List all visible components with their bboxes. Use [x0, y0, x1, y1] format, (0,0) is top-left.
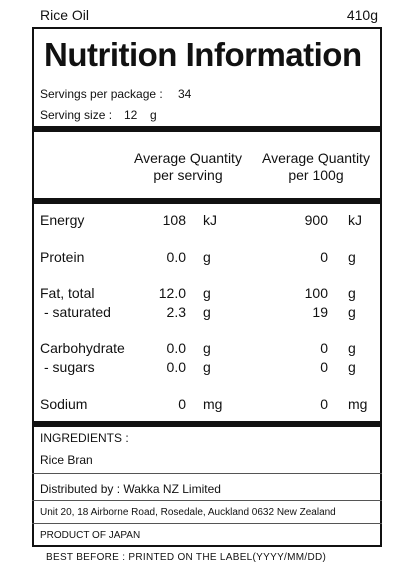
per-100g-unit: g: [348, 285, 356, 301]
column-header-line: per serving: [153, 167, 223, 183]
distributor: Distributed by : Wakka NZ Limited: [40, 482, 221, 496]
per-100g-value: 0: [320, 359, 328, 375]
divider: [32, 126, 382, 132]
serving-size-unit: g: [150, 108, 157, 122]
per-100g-value: 0: [320, 340, 328, 356]
column-header-line: per 100g: [288, 167, 344, 183]
nutrient-name: - sugars: [44, 359, 95, 375]
per-100g-value: 0: [320, 396, 328, 412]
per-100g-unit: g: [348, 340, 356, 356]
per-serving-value: 12.0: [158, 285, 186, 301]
per-serving-value: 108: [162, 212, 186, 228]
per-serving-value: 0: [178, 396, 186, 412]
nutrient-name: Carbohydrate: [40, 340, 125, 356]
column-header: Average Quantity per serving: [118, 150, 258, 184]
per-serving-unit: g: [203, 340, 211, 356]
column-header: Average Quantity per 100g: [246, 150, 386, 184]
per-serving-unit: mg: [203, 396, 223, 412]
product-name: Rice Oil: [40, 7, 90, 23]
per-serving-unit: kJ: [203, 212, 217, 228]
servings-value: 34: [178, 87, 192, 101]
net-weight: 410g: [346, 7, 378, 23]
per-serving-unit: g: [203, 359, 211, 375]
separator: [32, 500, 382, 501]
title: Nutrition Information: [44, 36, 362, 73]
servings-label: Servings per package :: [40, 87, 163, 101]
best-before: BEST BEFORE : PRINTED ON THE LABEL(YYYY/…: [46, 552, 327, 563]
nutrient-name: Energy: [40, 212, 85, 228]
nutrient-name: Protein: [40, 249, 85, 265]
per-serving-value: 0.0: [166, 340, 186, 356]
per-100g-value: 100: [304, 285, 328, 301]
per-100g-unit: g: [348, 359, 356, 375]
ingredients-label: INGREDIENTS :: [40, 431, 129, 445]
column-header-line: Average Quantity: [134, 150, 242, 166]
origin: PRODUCT OF JAPAN: [40, 530, 141, 541]
nutrient-name: - saturated: [44, 304, 111, 320]
label-box: [32, 27, 382, 547]
serving-size-label: Serving size :: [40, 108, 113, 122]
ingredients-text: Rice Bran: [40, 453, 93, 467]
per-serving-value: 0.0: [166, 249, 186, 265]
divider: [32, 421, 382, 427]
separator: [32, 473, 382, 474]
per-100g-value: 0: [320, 249, 328, 265]
per-100g-unit: g: [348, 249, 356, 265]
per-100g-value: 19: [312, 304, 328, 320]
per-100g-unit: mg: [348, 396, 368, 412]
per-serving-unit: g: [203, 249, 211, 265]
per-serving-value: 0.0: [166, 359, 186, 375]
per-serving-unit: g: [203, 304, 211, 320]
nutrient-name: Fat, total: [40, 285, 95, 301]
address: Unit 20, 18 Airborne Road, Rosedale, Auc…: [40, 507, 336, 518]
divider: [32, 198, 382, 204]
per-serving-value: 2.3: [166, 304, 186, 320]
per-100g-value: 900: [304, 212, 328, 228]
separator: [32, 523, 382, 524]
per-100g-unit: g: [348, 304, 356, 320]
per-serving-unit: g: [203, 285, 211, 301]
nutrient-name: Sodium: [40, 396, 88, 412]
per-100g-unit: kJ: [348, 212, 362, 228]
serving-size-value: 12: [124, 108, 138, 122]
column-header-line: Average Quantity: [262, 150, 370, 166]
